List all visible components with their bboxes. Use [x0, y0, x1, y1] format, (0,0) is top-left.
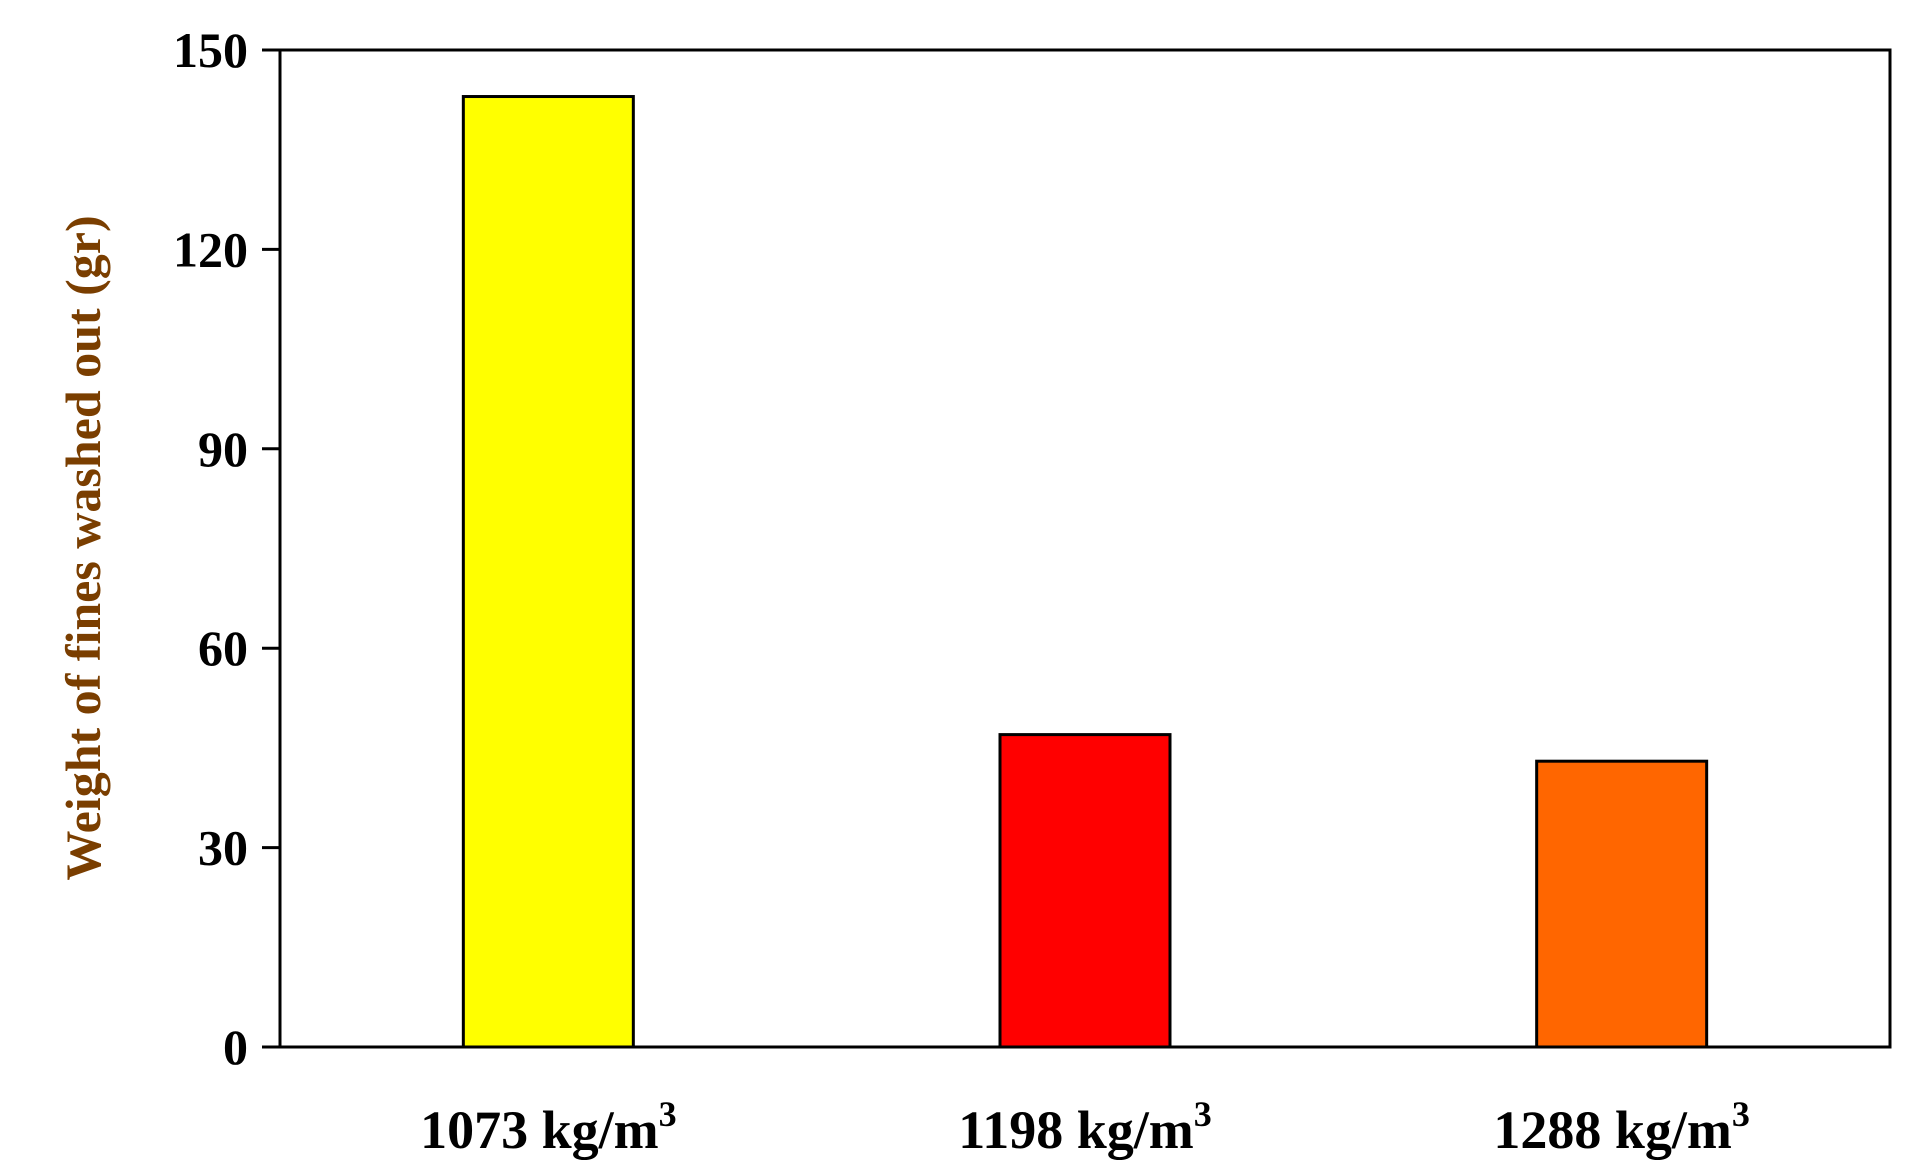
x-category-text: 1198 kg/m	[958, 1100, 1194, 1160]
y-tick-label: 90	[198, 421, 248, 477]
y-tick-label: 120	[173, 221, 248, 277]
bar-2	[998, 733, 1172, 1049]
bars	[461, 95, 1709, 1049]
x-category-superscript: 3	[659, 1094, 677, 1134]
x-category-label: 1198 kg/m3	[958, 1094, 1212, 1160]
x-category-text: 1288 kg/m	[1493, 1100, 1732, 1160]
x-category-label: 1073 kg/m3	[420, 1094, 677, 1160]
x-category-text: 1073 kg/m	[420, 1100, 659, 1160]
x-axis-labels: 1073 kg/m3 1198 kg/m3 1288 kg/m3	[420, 1094, 1750, 1160]
y-tick-label: 60	[198, 620, 248, 676]
y-tick-label: 150	[173, 22, 248, 78]
bar-3	[1535, 759, 1709, 1049]
y-tick-label: 0	[223, 1019, 248, 1075]
y-axis-title: Weight of fines washed out (gr)	[55, 215, 111, 880]
y-tick-label: 30	[198, 820, 248, 876]
y-axis-ticks: 0 30 60 90 120 150	[173, 22, 280, 1075]
x-category-label: 1288 kg/m3	[1493, 1094, 1750, 1160]
bar-1	[461, 95, 635, 1049]
x-category-superscript: 3	[1194, 1094, 1212, 1134]
x-category-superscript: 3	[1732, 1094, 1750, 1134]
